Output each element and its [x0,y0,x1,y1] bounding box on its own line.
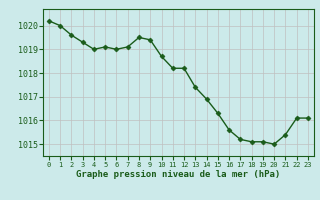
X-axis label: Graphe pression niveau de la mer (hPa): Graphe pression niveau de la mer (hPa) [76,170,281,179]
